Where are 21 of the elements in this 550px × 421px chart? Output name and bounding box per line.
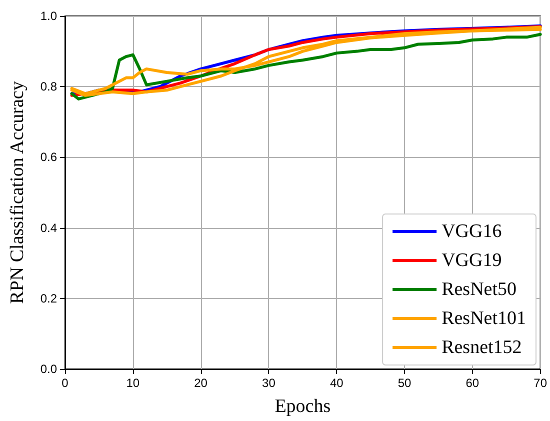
legend-label: Resnet152 <box>442 337 522 358</box>
y-axis-title: RPN Classification Accuracy <box>7 80 28 304</box>
y-tick-label: 0.2 <box>40 291 58 306</box>
legend-label: VGG19 <box>442 250 502 271</box>
x-tick-label: 20 <box>194 376 208 390</box>
legend-label: ResNet101 <box>442 308 526 329</box>
y-tick-label: 0.6 <box>40 150 58 164</box>
x-tick-label: 50 <box>398 376 412 390</box>
x-axis-title: Epochs <box>274 396 331 417</box>
legend-label: ResNet50 <box>442 279 517 300</box>
x-tick-label: 30 <box>262 376 276 390</box>
x-tick-label: 0 <box>62 376 69 390</box>
x-tick-label: 70 <box>534 376 548 390</box>
y-tick-label: 1.0 <box>40 9 58 23</box>
legend-label: VGG16 <box>442 221 502 242</box>
y-tick-label: 0.8 <box>40 80 58 94</box>
y-tick-label: 0.0 <box>40 362 58 376</box>
y-tick-label: 0.4 <box>40 220 58 235</box>
x-tick-label: 10 <box>126 376 140 390</box>
x-tick-label: 40 <box>330 376 344 390</box>
x-tick-label: 60 <box>466 376 480 390</box>
